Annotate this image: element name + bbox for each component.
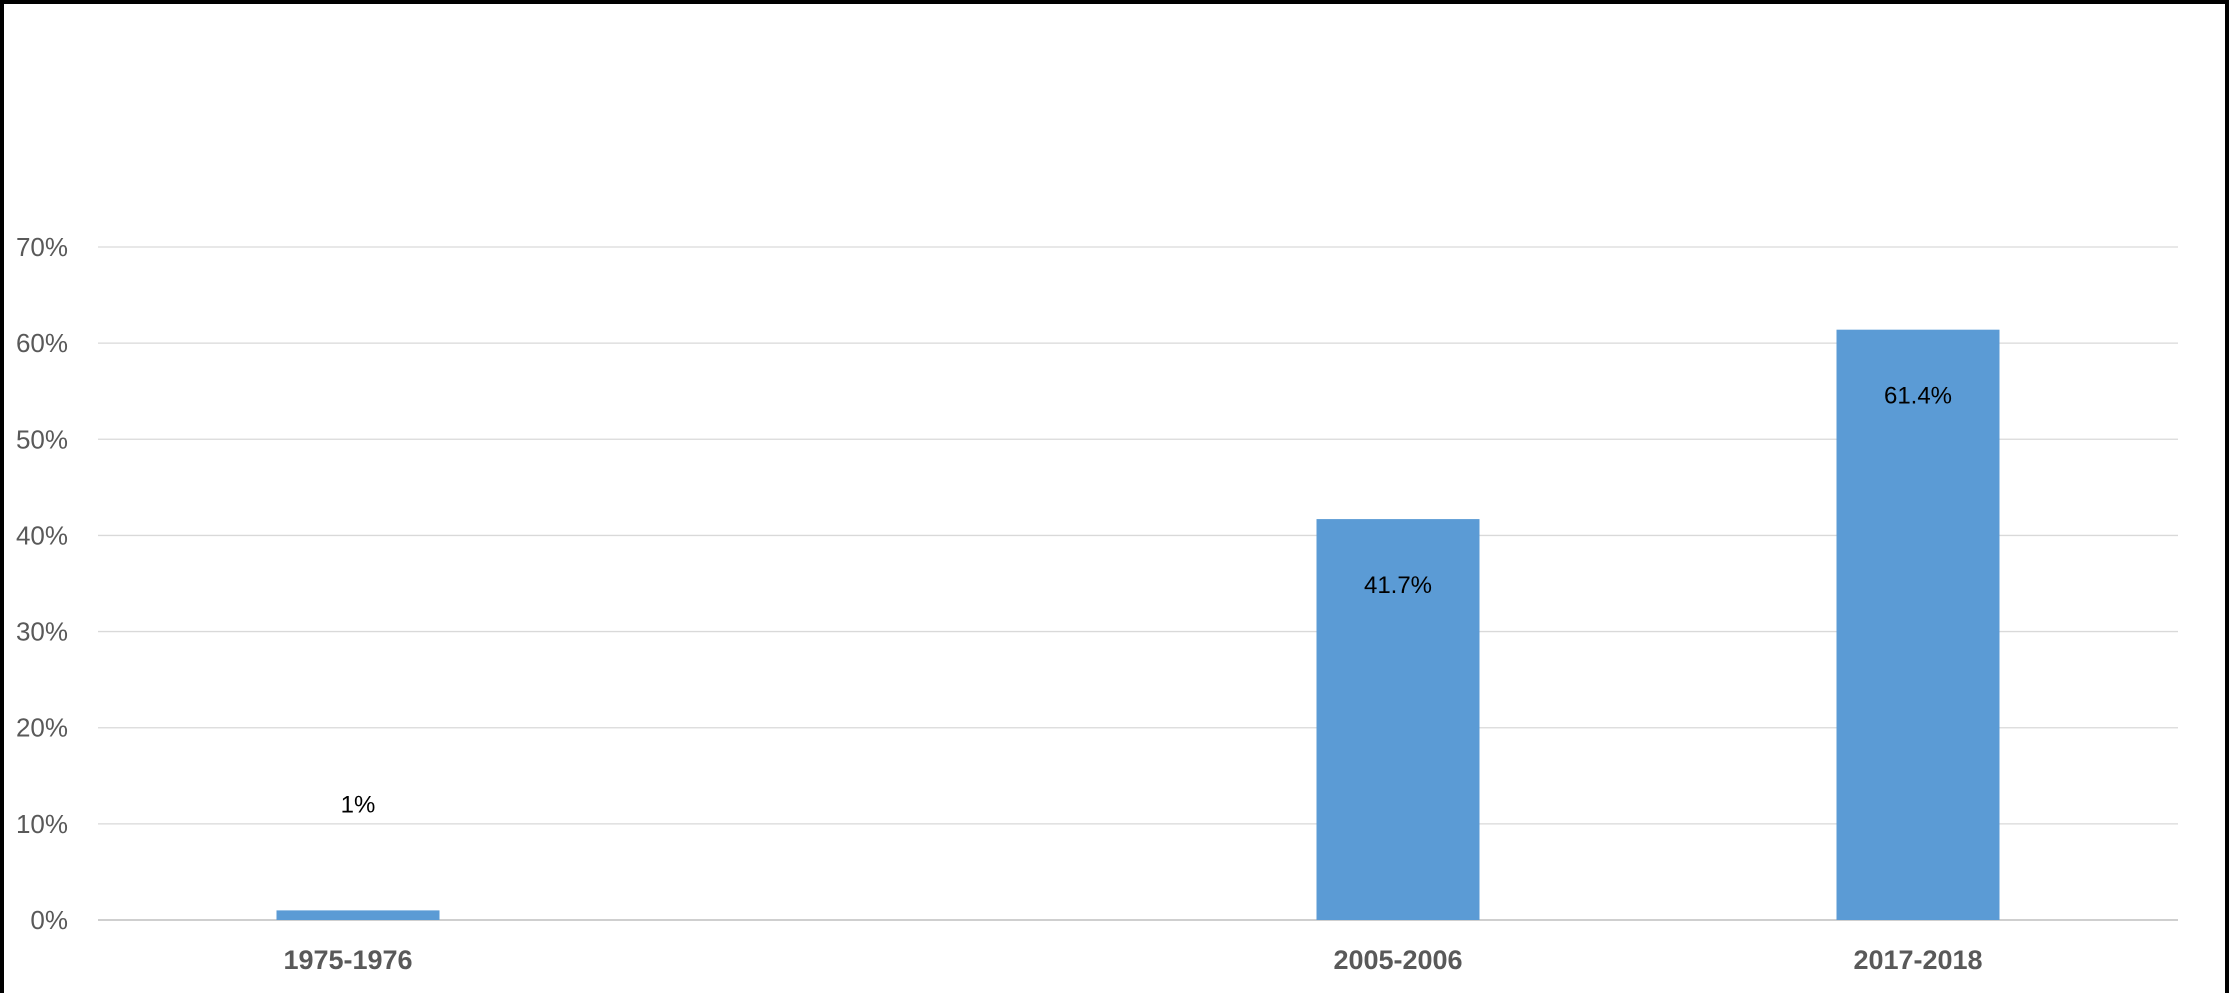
data-label: 41.7%	[1364, 572, 1432, 599]
y-tick-label: 40%	[16, 520, 68, 550]
data-labels: 1% 41.7% 61.4%	[341, 383, 1952, 819]
x-category-label: 2005-2006	[1333, 945, 1462, 975]
bar-1975-1976	[276, 910, 440, 920]
y-axis-tick-labels: 0% 10% 20% 30% 40% 50% 60% 70%	[16, 232, 68, 935]
x-axis-category-labels: 1975-1976 2005-2006 2017-2018	[283, 945, 1982, 975]
bar-2017-2018	[1836, 329, 2000, 920]
x-category-label: 2017-2018	[1853, 945, 1982, 975]
data-label: 1%	[341, 791, 376, 818]
y-tick-label: 10%	[16, 809, 68, 839]
y-tick-label: 50%	[16, 424, 68, 454]
bar-2005-2006	[1316, 519, 1480, 920]
data-label: 61.4%	[1884, 383, 1952, 410]
gridlines	[98, 246, 2178, 921]
y-tick-label: 60%	[16, 328, 68, 358]
y-tick-label: 70%	[16, 232, 68, 262]
y-tick-label: 30%	[16, 617, 68, 647]
x-category-label: 1975-1976	[283, 945, 412, 975]
y-tick-label: 20%	[16, 713, 68, 743]
y-tick-label: 0%	[30, 905, 68, 935]
bars	[276, 329, 2000, 920]
